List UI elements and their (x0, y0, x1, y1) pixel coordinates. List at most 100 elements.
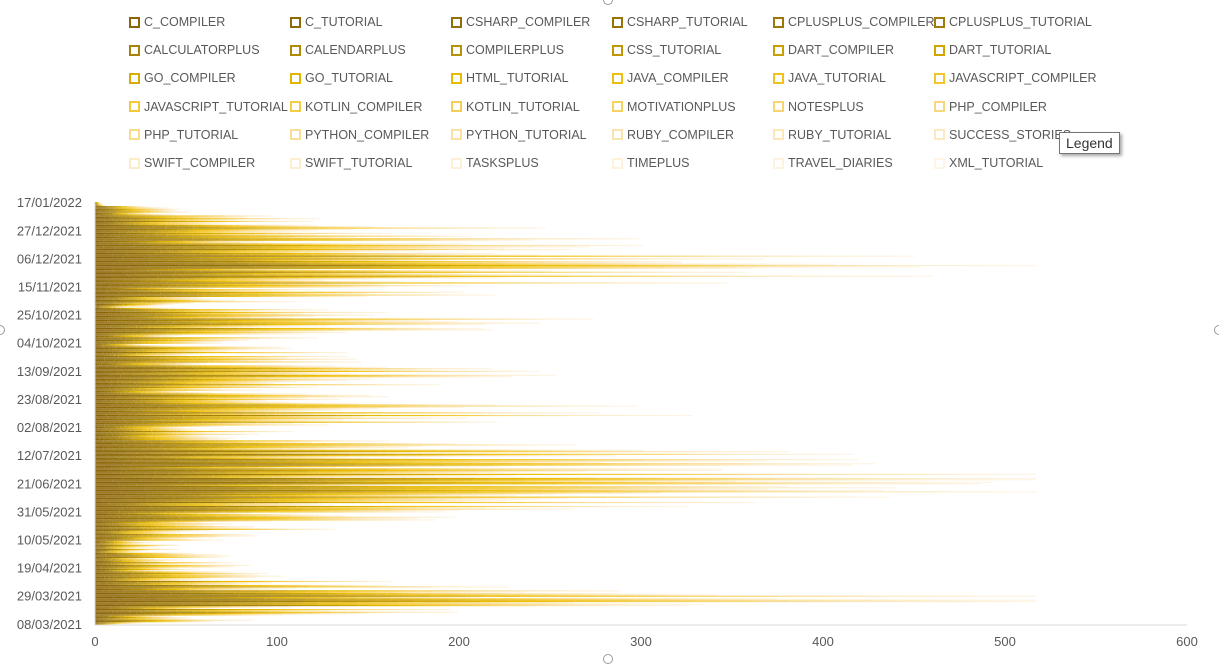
bar-segment (175, 562, 180, 563)
bar-segment (375, 446, 385, 447)
bar-segment (277, 507, 291, 508)
bar-segment (224, 513, 229, 514)
bar-segment (382, 511, 394, 512)
bar-segment (430, 596, 466, 597)
bar-segment (97, 616, 100, 617)
bar-segment (416, 593, 431, 594)
bar-segment (260, 503, 268, 504)
bar-segment (324, 456, 328, 457)
bar-segment (350, 444, 360, 445)
bar-segment (134, 616, 137, 617)
bar-segment (206, 562, 212, 563)
bar-segment (107, 559, 109, 560)
bar-segment (564, 444, 576, 445)
bar-segment (590, 468, 612, 469)
bar-segment (137, 543, 139, 544)
bar-segment (231, 514, 237, 515)
bar-segment (250, 448, 255, 449)
bar-segment (114, 545, 117, 546)
bar-segment (183, 493, 202, 494)
bar-segment (336, 499, 342, 500)
bar-segment (141, 439, 146, 440)
bar-segment (426, 475, 435, 476)
bar-segment (330, 518, 337, 519)
bar-segment (242, 584, 247, 585)
bar-segment (191, 555, 196, 556)
bar-segment (122, 559, 123, 560)
bar-segment (574, 490, 595, 491)
bar-segment (595, 490, 610, 491)
bar-segment (409, 596, 431, 597)
bar-segment (109, 547, 110, 548)
bar-segment (463, 605, 479, 606)
bar-segment (138, 467, 145, 468)
bar-segment (212, 581, 221, 582)
bar-segment (293, 458, 304, 459)
bar-segment (140, 610, 147, 611)
bar-segment (129, 606, 135, 607)
bar-segment (462, 509, 470, 510)
bar-segment (124, 606, 129, 607)
bar-segment (463, 586, 474, 587)
bar-segment (278, 610, 285, 611)
bar-segment (958, 474, 981, 475)
bar-segment (134, 472, 154, 473)
bar-segment (130, 439, 134, 440)
bar-segment (381, 472, 394, 473)
bar-segment (106, 531, 108, 532)
bar-segment (391, 498, 400, 499)
bar-segment (176, 555, 178, 556)
bar-segment (359, 495, 373, 496)
bar-segment (158, 538, 160, 539)
bar-segment (362, 485, 371, 486)
bar-segment (189, 592, 201, 593)
bar-segment (508, 602, 515, 603)
bar-segment (192, 448, 199, 449)
bar-segment (277, 606, 283, 607)
bar-segment (756, 598, 765, 599)
bar-segment (148, 447, 160, 448)
bar-segment (150, 538, 152, 539)
bar-segment (142, 616, 144, 617)
bar-segment (190, 456, 196, 457)
bar-segment (434, 498, 446, 499)
bar-segment (111, 618, 114, 619)
bar-segment (209, 456, 221, 457)
bar-segment (253, 509, 268, 510)
bar-segment (175, 585, 186, 586)
bar-segment (737, 491, 749, 492)
bar-segment (210, 620, 216, 621)
bar-segment (170, 553, 172, 554)
bar-segment (155, 620, 160, 621)
bar-segment (141, 511, 151, 512)
bar-segment (95, 598, 124, 599)
bar-segment (315, 482, 329, 483)
bar-segment (113, 535, 117, 536)
bar-segment (363, 459, 394, 460)
bar-segment (191, 539, 193, 540)
bar-segment (172, 530, 174, 531)
bar-segment (138, 559, 142, 560)
bar-segment (554, 604, 562, 605)
bar-segment (193, 606, 201, 607)
bar-segment (382, 586, 395, 587)
bar-segment (159, 505, 163, 506)
bar-segment (180, 601, 221, 602)
bar-segment (155, 475, 167, 476)
bar-segment (198, 467, 204, 468)
bar-segment (359, 519, 369, 520)
bar-segment (153, 533, 154, 534)
bar-segment (112, 558, 114, 559)
bar-segment (871, 478, 883, 479)
bar-segment (215, 535, 217, 536)
bar-segment (132, 463, 159, 464)
bar-segment (279, 503, 282, 504)
bar-segment (217, 613, 227, 614)
bar-segment (254, 610, 260, 611)
bar-segment (115, 565, 121, 566)
bar-segment (122, 622, 123, 623)
bar-segment (144, 489, 170, 490)
bar-segment (650, 491, 665, 492)
bar-segment (138, 592, 157, 593)
